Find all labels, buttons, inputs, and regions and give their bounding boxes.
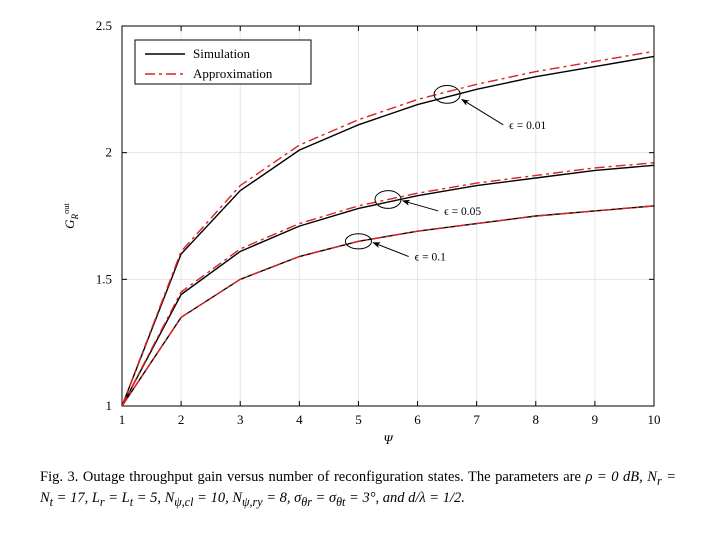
svg-text:10: 10 bbox=[648, 412, 661, 427]
svg-text:5: 5 bbox=[355, 412, 362, 427]
chart-svg: 1234567891011.522.5ΨGRoutϵ = 0.01ϵ = 0.0… bbox=[0, 0, 706, 460]
svg-text:Simulation: Simulation bbox=[193, 46, 251, 61]
svg-text:1: 1 bbox=[106, 398, 113, 413]
svg-text:2.5: 2.5 bbox=[96, 18, 112, 33]
svg-text:1.5: 1.5 bbox=[96, 271, 112, 286]
svg-text:ϵ = 0.05: ϵ = 0.05 bbox=[444, 206, 481, 218]
svg-text:7: 7 bbox=[473, 412, 480, 427]
svg-text:ϵ = 0.01: ϵ = 0.01 bbox=[509, 120, 546, 132]
svg-text:ϵ = 0.1: ϵ = 0.1 bbox=[415, 252, 447, 264]
svg-text:6: 6 bbox=[414, 412, 421, 427]
svg-text:Approximation: Approximation bbox=[193, 66, 273, 81]
figure-container: 1234567891011.522.5ΨGRoutϵ = 0.01ϵ = 0.0… bbox=[0, 0, 706, 538]
svg-text:2: 2 bbox=[106, 145, 113, 160]
svg-text:1: 1 bbox=[119, 412, 126, 427]
figure-caption: Fig. 3. Outage throughput gain versus nu… bbox=[40, 468, 676, 510]
svg-text:2: 2 bbox=[178, 412, 185, 427]
svg-text:9: 9 bbox=[592, 412, 599, 427]
svg-text:4: 4 bbox=[296, 412, 303, 427]
chart-area: 1234567891011.522.5ΨGRoutϵ = 0.01ϵ = 0.0… bbox=[0, 0, 706, 460]
svg-text:3: 3 bbox=[237, 412, 244, 427]
svg-text:8: 8 bbox=[533, 412, 540, 427]
